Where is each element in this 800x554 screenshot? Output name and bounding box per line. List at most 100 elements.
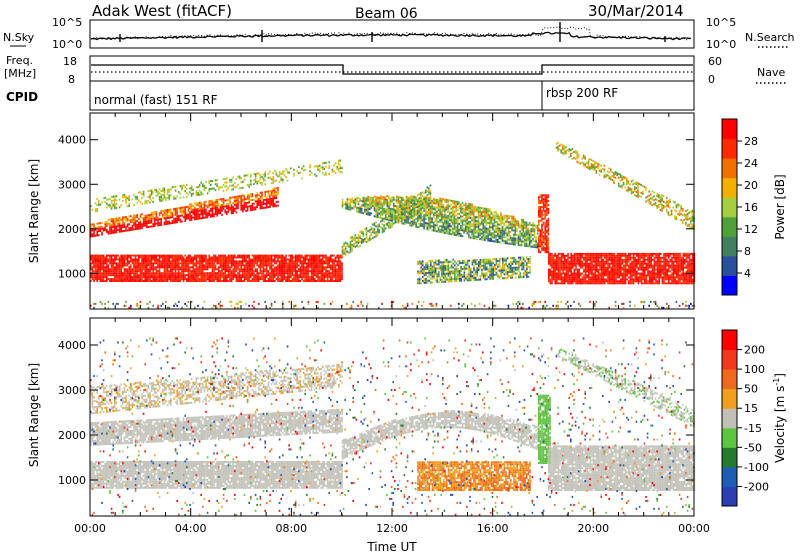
heatmap-cell: [229, 260, 231, 263]
heatmap-cell: [227, 254, 230, 257]
heatmap-cell: [270, 258, 273, 261]
heatmap-cell: [343, 250, 345, 253]
heatmap-cell: [238, 177, 241, 180]
heatmap-cell: [463, 223, 465, 226]
heatmap-cell: [118, 217, 121, 219]
heatmap-cell: [383, 217, 385, 220]
heatmap-cell: [360, 204, 363, 206]
heatmap-cell: [136, 264, 138, 267]
heatmap-cell: [487, 231, 489, 234]
heatmap-cell: [114, 197, 116, 200]
heatmap-cell: [354, 239, 357, 242]
heatmap-cell: [277, 188, 279, 191]
heatmap-cell: [130, 260, 132, 263]
heatmap-cell: [195, 190, 198, 193]
heatmap-cell: [178, 272, 180, 275]
heatmap-cell: [448, 205, 451, 208]
heatmap-cell: [280, 268, 282, 271]
heatmap-cell: [482, 227, 485, 229]
heatmap-cell: [306, 264, 308, 267]
heatmap-cell: [275, 171, 278, 174]
heatmap-cell: [495, 234, 497, 237]
heatmap-cell: [444, 200, 446, 203]
heatmap-cell: [182, 276, 185, 279]
heatmap-cell: [251, 280, 254, 282]
heatmap-cell: [150, 225, 153, 228]
heatmap-cell: [430, 261, 432, 264]
heatmap-cell: [437, 201, 440, 204]
heatmap-cell: [200, 205, 202, 208]
heatmap-cell: [152, 256, 154, 259]
heatmap-cell: [448, 219, 451, 222]
heatmap-cell: [227, 256, 230, 259]
heatmap-cell: [484, 239, 486, 241]
heatmap-cell: [423, 281, 426, 284]
heatmap-cell: [416, 226, 419, 229]
heatmap-cell: [338, 268, 340, 271]
heatmap-cell: [468, 207, 470, 209]
heatmap-cell: [438, 261, 440, 264]
heatmap-cell: [158, 264, 161, 267]
heatmap-cell: [149, 276, 151, 279]
heatmap-cell: [158, 262, 161, 265]
heatmap-cell: [125, 219, 127, 222]
heatmap-cell: [205, 254, 207, 257]
heatmap-cell: [458, 230, 461, 233]
heatmap-cell: [163, 195, 166, 198]
heatmap-cell: [524, 236, 526, 239]
heatmap-cell: [162, 280, 164, 282]
heatmap-cell: [464, 210, 467, 213]
heatmap-cell: [98, 278, 100, 281]
heatmap-cell: [522, 223, 525, 225]
heatmap-cell: [130, 219, 132, 222]
heatmap-cell: [444, 229, 446, 232]
heatmap-cell: [194, 272, 196, 275]
heatmap-cell: [400, 215, 403, 218]
heatmap-cell: [197, 192, 199, 194]
heatmap-cell: [280, 172, 282, 175]
heatmap-cell: [133, 214, 135, 217]
heatmap-cell: [234, 200, 236, 202]
heatmap-cell: [320, 278, 322, 281]
heatmap-cell: [391, 221, 393, 224]
heatmap-cell: [341, 202, 344, 205]
heatmap-cell: [433, 269, 435, 272]
heatmap-cell: [392, 208, 395, 211]
heatmap-cell: [166, 270, 169, 273]
heatmap-cell: [170, 210, 172, 213]
heatmap-cell: [194, 206, 196, 209]
heatmap-cell: [250, 199, 252, 202]
heatmap-cell: [380, 195, 382, 198]
heatmap-cell: [190, 266, 193, 269]
heatmap-cell: [163, 272, 166, 275]
heatmap-cell: [218, 212, 220, 215]
heatmap-cell: [418, 270, 421, 273]
heatmap-cell: [182, 184, 185, 187]
heatmap-cell: [205, 278, 207, 281]
heatmap-cell: [286, 270, 289, 273]
heatmap-cell: [155, 188, 158, 191]
heatmap-cell: [136, 262, 138, 265]
heatmap-cell: [282, 272, 284, 275]
heatmap-cell: [421, 215, 424, 218]
heatmap-cell: [211, 256, 214, 259]
heatmap-cell: [142, 262, 145, 265]
heatmap-cell: [110, 207, 113, 210]
heatmap-cell: [434, 226, 437, 228]
heatmap-cell: [142, 256, 145, 259]
heatmap-cell: [280, 272, 282, 275]
heatmap-cell: [166, 220, 169, 223]
heatmap-cell: [364, 210, 366, 213]
heatmap-cell: [128, 223, 130, 226]
heatmap-cell: [429, 194, 432, 197]
heatmap-cell: [404, 223, 406, 225]
heatmap-cell: [168, 260, 170, 263]
heatmap-cell: [420, 194, 422, 197]
heatmap-cell: [514, 225, 517, 228]
heatmap-cell: [272, 191, 274, 194]
heatmap-cell: [205, 274, 207, 277]
heatmap-cell: [168, 256, 170, 259]
heatmap-cell: [370, 226, 373, 229]
heatmap-cell: [232, 264, 234, 267]
heatmap-cell: [246, 260, 249, 263]
